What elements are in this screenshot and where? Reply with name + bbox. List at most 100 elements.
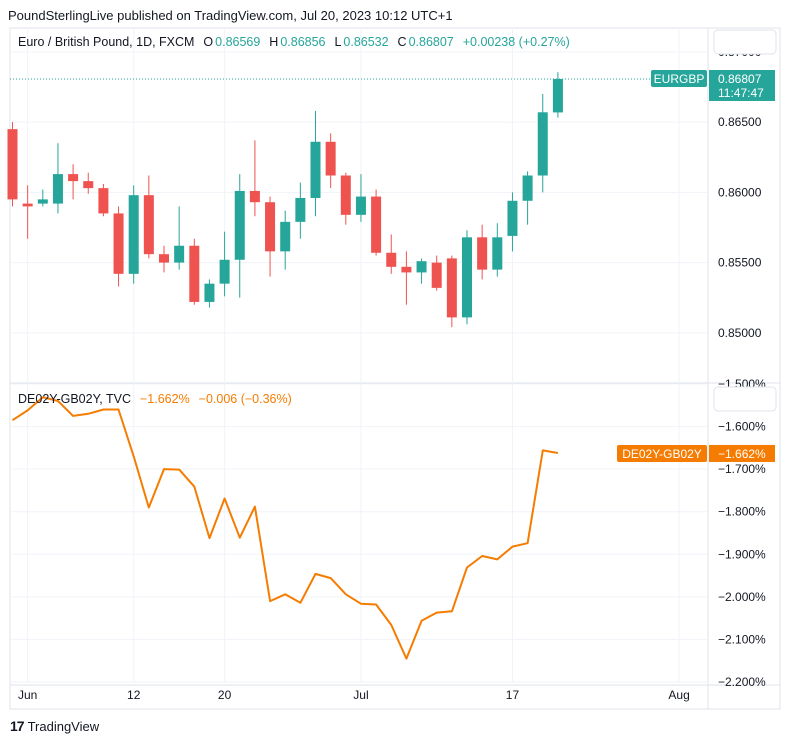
candle-body (416, 261, 427, 273)
candle-down (113, 206, 124, 287)
candle-down (446, 255, 457, 328)
candle-up (280, 210, 291, 270)
candle-down (477, 224, 488, 280)
x-tick-label: Jul (353, 688, 368, 702)
candle-body (37, 199, 48, 204)
legend-low-value: 0.86532 (343, 35, 389, 49)
candle-body (83, 181, 94, 189)
tradingview-logo[interactable]: 17 TradingView (10, 718, 99, 734)
candle-up (219, 231, 230, 297)
candle-up (507, 192, 518, 252)
legend-open-label: O (203, 35, 214, 49)
candle-up (462, 230, 472, 325)
spread-scale-button[interactable] (713, 386, 777, 412)
candle-body (401, 266, 412, 273)
price-tick-label: 0.86000 (718, 185, 762, 199)
candle-body (68, 174, 79, 182)
candle-body (52, 174, 63, 204)
candle-up (174, 206, 185, 270)
candle-body (128, 195, 139, 274)
spread-last-value: −1.662% (718, 447, 766, 461)
tradingview-brand: TradingView (27, 718, 100, 734)
spread-tick-label: −1.600% (718, 420, 766, 434)
candle-down (340, 172, 351, 225)
legend-change: +0.00238 (+0.27%) (462, 35, 570, 49)
candle-down (83, 172, 94, 194)
spread-tick-label: −1.800% (718, 505, 766, 519)
candle-up (537, 94, 548, 193)
candle-body (265, 202, 276, 252)
candle-body (431, 262, 442, 288)
x-tick-label: 12 (127, 688, 141, 702)
candle-body (280, 221, 291, 252)
legend-close-value: 0.86807 (408, 35, 454, 49)
candle-body (143, 195, 154, 255)
candle-down (386, 234, 397, 274)
candle-body (249, 190, 260, 203)
legend-eurgbp: Euro / British Pound, 1D, FXCM O 0.86569 … (18, 35, 572, 49)
candle-up (295, 182, 306, 239)
legend-symbol: Euro / British Pound, 1D, FXCM (18, 35, 195, 49)
x-tick-label: Aug (668, 688, 689, 702)
candle-body (22, 203, 33, 207)
legend-high-value: 0.86856 (280, 35, 326, 49)
symbol-tag: EURGBP (654, 72, 705, 86)
candle-up (52, 143, 63, 214)
candle-down (22, 185, 33, 239)
price-tick-label: 0.85000 (718, 326, 762, 340)
legend-spread-symbol: DE02Y-GB02Y, TVC (18, 392, 132, 406)
x-tick-label: 20 (218, 688, 232, 702)
price-tick-label: 0.86500 (718, 115, 762, 129)
spread-tick-label: −1.900% (718, 547, 766, 561)
x-tick-label: 17 (506, 688, 520, 702)
spread-last-tag-bg (709, 444, 775, 462)
candle-body (159, 254, 169, 263)
tradingview-logo-icon: 17 (10, 718, 25, 734)
candle-down (401, 251, 412, 305)
candle-up (355, 174, 366, 222)
candle-down (189, 238, 200, 305)
spread-series-line (11, 396, 559, 660)
candle-down (98, 183, 109, 217)
spread-symbol-tag-bg (617, 444, 707, 462)
candle-down (249, 140, 260, 217)
bar-countdown: 11:47:47 (718, 86, 764, 100)
candle-up (37, 189, 48, 207)
candle-body (355, 196, 366, 215)
candle-down (265, 196, 276, 277)
candle-down (7, 122, 18, 207)
symbol-tag-bg (651, 69, 707, 87)
legend-low-label: L (334, 35, 342, 49)
spread-tick-label: −2.200% (718, 675, 766, 689)
x-tick-label: Jun (18, 688, 37, 702)
price-scale-button[interactable] (713, 29, 777, 55)
legend-spread-change: −0.006 (−0.36%) (198, 392, 292, 406)
legend-spread: DE02Y-GB02Y, TVC −1.662% −0.006 (−0.36%) (18, 392, 294, 406)
candle-body (552, 78, 563, 113)
candle-down (143, 175, 154, 259)
candle-body (174, 245, 185, 263)
candle-down (159, 245, 169, 273)
chart-frame (9, 27, 781, 710)
candle-body (189, 245, 200, 302)
legend-spread-value: −1.662% (139, 392, 190, 406)
candle-up (416, 258, 427, 284)
candle-body (492, 237, 503, 270)
candle-body (340, 175, 351, 215)
candle-body (98, 188, 109, 214)
last-price-value: 0.86807 (718, 72, 762, 86)
candle-body (462, 237, 472, 318)
legend-high-label: H (269, 35, 279, 49)
candle-up (522, 171, 533, 225)
candle-body (371, 196, 382, 253)
candle-up (234, 174, 245, 298)
candle-body (310, 141, 321, 198)
candle-body (325, 141, 336, 176)
legend-close-label: C (397, 35, 407, 49)
legend-open-value: 0.86569 (215, 35, 261, 49)
spread-tick-label: −2.000% (718, 590, 766, 604)
spread-tick-label: −2.100% (718, 632, 766, 646)
candle-up (310, 110, 321, 217)
candle-up (204, 279, 215, 308)
